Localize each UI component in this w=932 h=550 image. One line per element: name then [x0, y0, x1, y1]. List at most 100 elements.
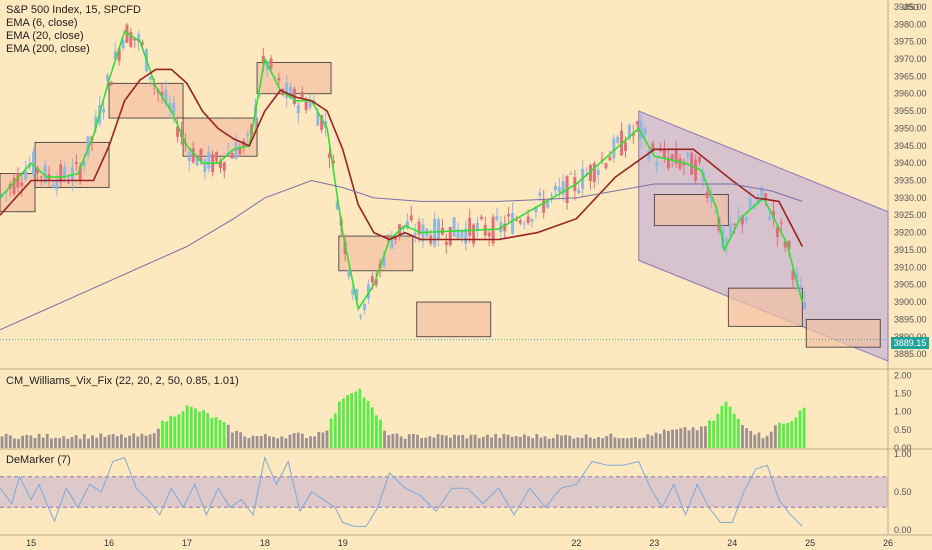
vix-bar: [518, 436, 522, 448]
vix-bar: [597, 437, 600, 448]
vix-bar: [708, 420, 711, 448]
vix-bar: [679, 428, 683, 448]
vix-bar: [189, 406, 193, 448]
y-tick-label: 3935.00: [894, 176, 927, 186]
candle-body: [635, 121, 639, 125]
candle-body: [639, 120, 643, 139]
y-tick-label: 3940.00: [894, 158, 927, 168]
candle-body: [795, 272, 799, 282]
candle-body: [733, 223, 737, 225]
vix-bar: [547, 438, 551, 448]
vix-bar: [440, 435, 444, 448]
vix-bar: [103, 436, 107, 448]
candle-body: [35, 167, 39, 174]
vix-bar: [95, 437, 99, 448]
x-tick-label: 15: [26, 538, 36, 548]
vix-bar: [741, 425, 744, 448]
vix-bar: [560, 435, 563, 448]
candle-body: [203, 158, 207, 172]
vix-bar: [383, 430, 386, 448]
candle-body: [670, 154, 674, 160]
candle-body: [682, 163, 686, 166]
candle-body: [604, 163, 608, 169]
vix-bar: [494, 433, 498, 448]
candle-body: [775, 226, 779, 237]
candle-body: [176, 126, 180, 137]
candle-body: [24, 170, 28, 180]
vix-bar: [617, 438, 621, 448]
candle-body: [370, 276, 374, 283]
y-tick-label: 3915.00: [894, 245, 927, 255]
candle-body: [234, 142, 238, 160]
candle-body: [230, 153, 234, 159]
candle-body: [117, 48, 121, 61]
candle-body: [538, 192, 542, 196]
vix-bar: [70, 437, 74, 448]
vix-bar: [350, 393, 354, 448]
vix-bar: [568, 435, 572, 448]
vix-bar: [753, 434, 757, 448]
vix-bar: [432, 437, 436, 448]
vix-bar: [453, 434, 456, 448]
supply-demand-box: [182, 117, 258, 157]
candle-body: [129, 31, 133, 47]
vix-bar: [329, 418, 333, 448]
vix-bar: [54, 437, 57, 448]
vix-bar: [354, 391, 358, 448]
vix-bar: [156, 428, 160, 448]
vix-bar: [621, 438, 625, 448]
vix-bar: [461, 434, 465, 448]
y-tick-label: 3910.00: [894, 262, 927, 272]
candle-body: [690, 152, 694, 175]
candle-body: [612, 138, 616, 159]
vix-bar: [436, 434, 440, 448]
candle-body: [546, 201, 550, 208]
ema-line-2: [0, 68, 804, 247]
y-tick-label: 3975.00: [894, 37, 927, 47]
vix-bar: [650, 435, 654, 448]
candle-body: [172, 102, 176, 116]
vix-bar: [124, 437, 127, 448]
candle-body: [526, 216, 530, 223]
y-tick-label: 3945.00: [894, 141, 927, 151]
vix-bar: [449, 437, 452, 448]
y-tick-label: 3895.00: [894, 314, 927, 324]
vix-bar: [667, 430, 670, 448]
candle-body: [756, 198, 760, 204]
vix-bar: [66, 438, 70, 448]
candle-body: [771, 210, 775, 218]
vix-bar: [601, 438, 605, 448]
candle-body: [748, 198, 752, 210]
candle-body: [503, 223, 507, 232]
legend-ema20: EMA (20, close): [6, 30, 84, 42]
vix-bar: [654, 432, 658, 448]
candle-body: [39, 176, 43, 178]
vix-bar: [346, 395, 349, 448]
vix-tick-label: 1.50: [894, 389, 912, 399]
y-tick-label: 3930.00: [894, 193, 927, 203]
vix-bar: [704, 426, 707, 448]
candle-body: [409, 215, 413, 221]
vix-bar: [87, 438, 90, 448]
vix-bar: [25, 434, 29, 448]
x-tick-label: 16: [104, 538, 114, 548]
candle-body: [659, 150, 663, 152]
candle-body: [43, 164, 47, 183]
supply-demand-box: [727, 287, 803, 327]
candle-body: [472, 224, 476, 244]
vix-bar: [683, 427, 687, 448]
vix-bar: [82, 434, 86, 448]
vix-bar: [268, 436, 271, 448]
candle-body: [760, 187, 764, 196]
demarker-tick-label: 0.50: [894, 487, 912, 497]
candle-body: [67, 182, 71, 184]
candle-body: [269, 58, 273, 69]
vix-bar: [539, 437, 543, 448]
vix-bar: [198, 411, 201, 448]
candle-body: [300, 91, 304, 98]
candle-body: [444, 241, 448, 245]
vix-bar: [745, 428, 748, 448]
vix-bar: [699, 426, 703, 448]
vix-bar: [119, 434, 123, 448]
vix-bar: [695, 430, 699, 448]
